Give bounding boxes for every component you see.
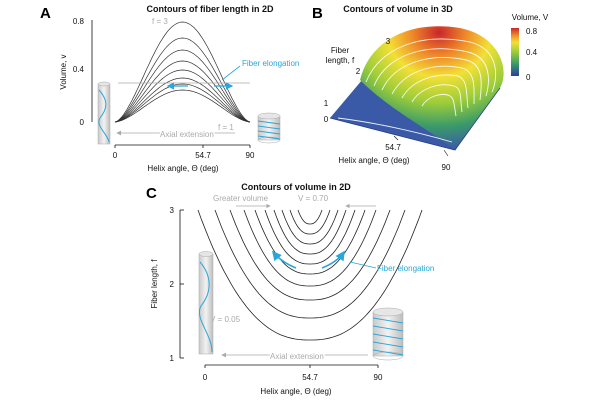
- panel-c-y-label: Fiber length, f: [150, 259, 159, 309]
- panel-b-x-tick-0: 0: [324, 115, 329, 124]
- panel-c-contours: [197, 209, 423, 341]
- panel-c-axial-extension: Axial extension: [270, 352, 324, 361]
- panel-c-elongation-arrow-left: [271, 250, 297, 269]
- panel-b-colorbar-tick-mid: 0.4: [526, 48, 538, 57]
- panel-c-letter: C: [146, 185, 157, 202]
- panel-c-contour-line: [273, 209, 347, 255]
- panel-c-y-tick-1: 1: [170, 354, 175, 363]
- panel-c-contour-line: [297, 209, 323, 225]
- panel-a-x-tick-0: 0: [113, 151, 118, 160]
- panel-a: A Contours of fiber length in 2D 0 0.4 0…: [40, 4, 299, 173]
- panel-a-elongation-leader: [221, 65, 241, 81]
- panel-c-contour-line: [281, 209, 339, 245]
- panel-c-title: Contours of volume in 2D: [241, 182, 351, 192]
- panel-b-f-label-1: Fiber: [331, 46, 350, 55]
- panel-c-short-cylinder: [372, 307, 404, 361]
- panel-a-y-tick-1: 0.4: [73, 65, 85, 74]
- panel-c-contour-line: [214, 209, 406, 319]
- panel-c-contour-line: [243, 209, 377, 287]
- panel-c-contour-line: [229, 209, 391, 301]
- panel-b-surface-hump: [360, 26, 504, 151]
- panel-b: B Contours of volume in 3D Fiber length,…: [312, 4, 549, 172]
- panel-a-axial-extension: Axial extension: [160, 130, 214, 139]
- panel-b-letter: B: [312, 5, 323, 22]
- panel-b-title: Contours of volume in 3D: [343, 4, 453, 14]
- panel-a-contour-line: [114, 89, 251, 123]
- panel-c-elongation-leader: [349, 261, 377, 269]
- panel-c-label-v070: V = 0.70: [298, 194, 329, 203]
- panel-a-contours: [114, 21, 251, 123]
- panel-a-fiber-elongation: Fiber elongation: [242, 59, 299, 68]
- panel-c-x-tick-0: 0: [203, 373, 208, 382]
- panel-a-label-f1: f = 1: [218, 123, 234, 132]
- panel-a-contour-line: [114, 37, 251, 123]
- panel-b-colorbar-title: Volume, V: [512, 13, 549, 22]
- panel-a-label-f3: f = 3: [152, 17, 168, 26]
- panel-b-colorbar: [511, 28, 519, 76]
- panel-c-contour-line: [197, 209, 423, 341]
- panel-a-letter: A: [40, 5, 51, 22]
- panel-c-fiber-elongation: Fiber elongation: [377, 264, 434, 273]
- panel-b-colorbar-tick-high: 0.8: [526, 27, 538, 36]
- panel-a-y-label: Volume, v: [59, 54, 68, 89]
- panel-a-x-tick-2: 90: [246, 151, 255, 160]
- panel-c-greater-volume: Greater volume: [213, 194, 269, 203]
- panel-c-x-label: Helix angle, Θ (deg): [260, 387, 331, 396]
- panel-b-colorbar-tick-low: 0: [526, 73, 531, 82]
- panel-b-f-tick-2: 2: [356, 67, 361, 76]
- panel-a-tall-cylinder: [97, 81, 111, 145]
- panel-c-x-tick-1: 54.7: [302, 373, 318, 382]
- panel-a-y-tick-2: 0.8: [73, 17, 85, 26]
- panel-c-elongation-arrow-right: [321, 250, 345, 269]
- panel-b-x-tick-1: 54.7: [385, 143, 401, 152]
- panel-a-contour-line: [114, 83, 251, 123]
- panel-b-x-tick-2: 90: [442, 163, 451, 172]
- panel-b-f-label-2: length, f: [326, 56, 355, 65]
- panel-a-contour-line: [114, 49, 251, 123]
- panel-a-contour-line: [114, 69, 251, 123]
- panel-a-y-tick-0: 0: [80, 118, 85, 127]
- panel-b-contours: [337, 38, 497, 143]
- panel-c-y-tick-2: 2: [170, 280, 175, 289]
- panel-b-x-label: Helix angle, Θ (deg): [338, 156, 409, 165]
- panel-a-x-tick-1: 54.7: [195, 151, 211, 160]
- panel-a-contour-line: [114, 77, 251, 123]
- panel-a-x-label: Helix angle, Θ (deg): [147, 164, 218, 173]
- panel-c-contour-line: [289, 209, 331, 235]
- panel-b-f-tick-1: 1: [324, 99, 329, 108]
- panel-c-label-v005: V = 0.05: [210, 315, 241, 324]
- panel-a-short-cylinder: [257, 112, 281, 144]
- panel-c-contour-line: [254, 209, 366, 275]
- panel-b-f-tick-3: 3: [386, 37, 391, 46]
- panel-a-title: Contours of fiber length in 2D: [147, 4, 274, 14]
- panel-c-y-tick-3: 3: [170, 206, 175, 215]
- panel-c-contour-line: [264, 209, 356, 265]
- panel-c-tall-cylinder: [198, 251, 214, 355]
- panel-a-contour-line: [114, 60, 251, 123]
- panel-c: C Contours of volume in 2D 3 2 1 Fiber l…: [146, 182, 434, 396]
- panel-c-x-tick-2: 90: [374, 373, 383, 382]
